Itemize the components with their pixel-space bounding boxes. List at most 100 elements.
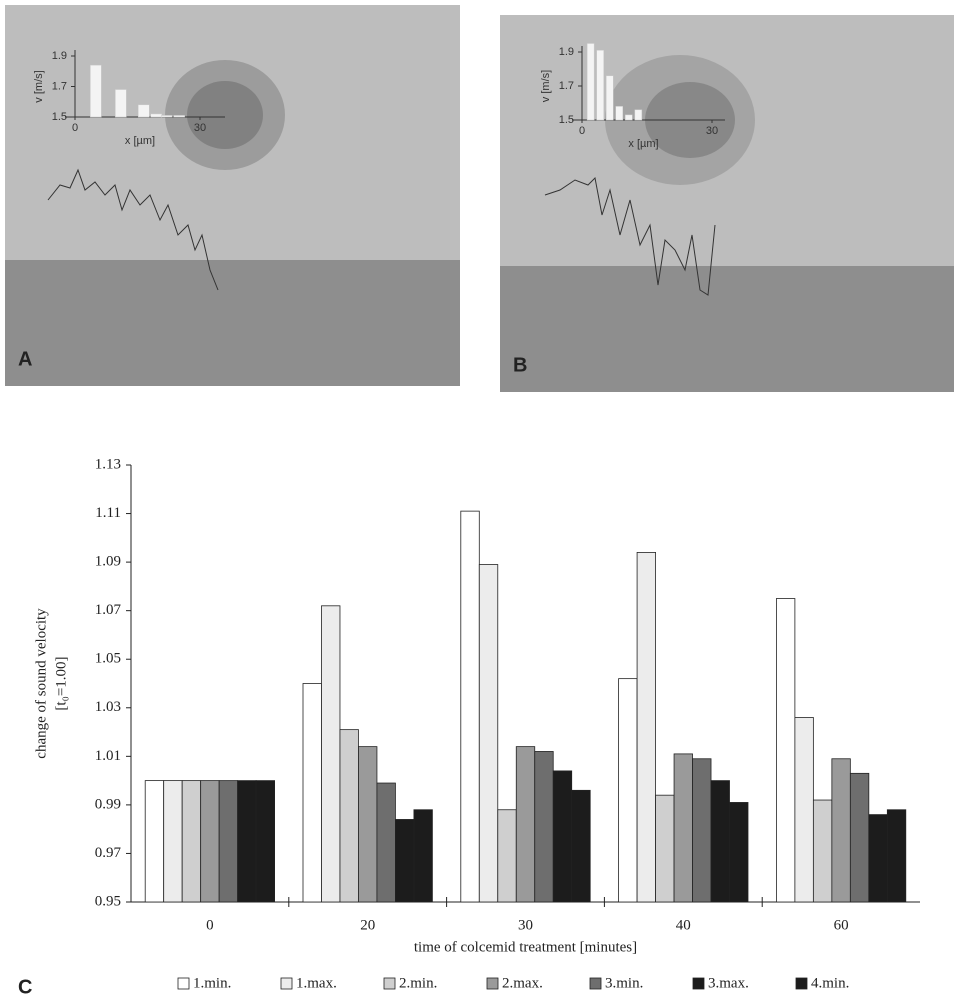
bar [625,115,632,120]
y-tick-label: 1.07 [95,602,122,618]
legend-swatch [693,978,704,989]
legend-label: 4.min. [811,975,849,991]
bar [219,781,237,902]
x-tick-label: 30 [518,917,533,933]
y-tick-label: 1.01 [95,748,121,764]
bar [164,781,182,902]
x-tick-label: 40 [676,917,691,933]
bar [377,783,395,902]
figure: 1.51.71.9030x [µm]v [m/s]A1.51.71.9030x … [0,0,954,1001]
y-tick-label: 1.9 [559,46,574,58]
micrograph-a [5,5,460,386]
y-tick-label: 0.97 [95,845,122,861]
y-axis-label: change of sound velocity [33,608,49,759]
legend-label: 2.min. [399,975,437,991]
cell-nucleus [187,81,263,149]
x-tick-label: 30 [706,125,718,137]
bar [674,754,692,902]
panel-label: B [513,354,527,376]
y-tick-label: 1.03 [95,699,121,715]
y-tick-label: 1.5 [52,111,67,123]
bar [115,90,126,117]
x-axis-label: x [µm] [628,138,658,150]
bar [161,115,172,117]
y-axis-label: [t₀=1.00] [53,656,69,710]
bar [711,781,729,902]
bar [693,759,711,902]
y-tick-label: 1.7 [52,80,67,92]
bar [597,50,604,120]
bar [201,781,219,902]
y-axis-label: v [m/s] [540,70,552,102]
bar [256,781,274,902]
bar [587,44,594,121]
bar [553,771,571,902]
legend-swatch [796,978,807,989]
x-axis-label: time of colcemid treatment [minutes] [414,939,637,955]
bar [303,684,321,903]
legend-label: 2.max. [502,975,543,991]
bar [656,795,674,902]
legend-swatch [178,978,189,989]
x-tick-label: 60 [834,917,849,933]
main-chart: 0.95 0.97 0.99 1.01 1.03 1.05 1.07 1.09 1.11 1.13… [33,456,920,991]
bar [813,800,831,902]
x-tick-label: 0 [579,125,585,137]
bar [637,552,655,902]
bar [90,65,101,117]
bar [498,810,516,902]
y-tick-label: 0.99 [95,796,121,812]
legend-label: 1.max. [296,975,337,991]
x-tick-label: 20 [360,917,375,933]
y-tick-label: 1.11 [95,505,121,521]
micrograph-b [500,15,954,392]
bar [321,606,339,902]
x-tick-label: 0 [206,917,214,933]
bar [151,114,162,117]
legend-label: 3.min. [605,975,643,991]
bar [358,747,376,902]
bar [479,565,497,902]
bar [572,790,590,902]
y-tick-label: 1.13 [95,456,121,472]
bar [850,773,868,902]
bar [340,730,358,902]
legend-swatch [384,978,395,989]
bar [395,819,413,902]
x-tick-label: 0 [72,122,78,134]
bar [182,781,200,902]
bar [606,76,613,120]
legend: 1.min. 1.max. 2.min. 2.max. 3.min. 3.max. 4.mi… [178,975,849,991]
bar [635,110,642,120]
bar [795,717,813,902]
bar [461,511,479,902]
y-tick-label: 1.09 [95,554,121,570]
legend-label: 1.min. [193,975,231,991]
bar [414,810,432,902]
y-tick-label: 1.05 [95,651,121,667]
image-band [500,266,954,392]
y-tick-label: 1.7 [559,80,574,92]
y-tick-label: 0.95 [95,893,121,909]
legend-swatch [590,978,601,989]
legend-swatch [281,978,292,989]
bar [138,105,149,117]
bar [730,802,748,902]
bar [887,810,905,902]
y-tick-label: 1.9 [52,50,67,62]
y-tick-label: 1.5 [559,114,574,126]
bar [174,115,185,117]
bar [619,679,637,902]
bar [145,781,163,902]
legend-label: 3.max. [708,975,749,991]
panel-label: A [18,348,32,370]
bar [869,815,887,902]
bar [238,781,256,902]
image-band [5,260,460,386]
legend-swatch [487,978,498,989]
bar [776,599,794,902]
bar [516,747,534,902]
x-tick-label: 30 [194,122,206,134]
bar [535,751,553,902]
bar [616,106,623,120]
